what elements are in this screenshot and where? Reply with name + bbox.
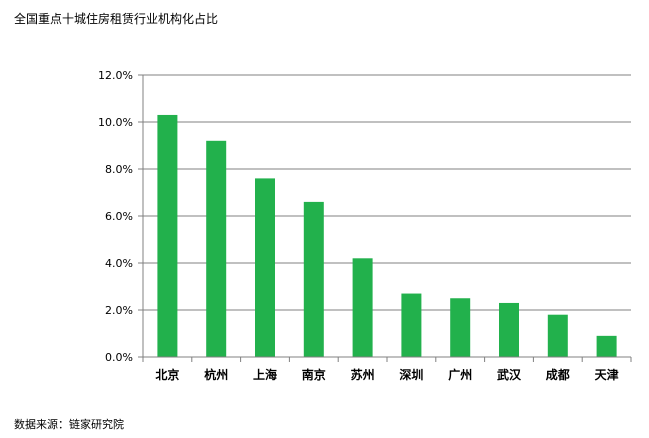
- y-tick-label: 10.0%: [98, 116, 133, 129]
- x-tick-label: 南京: [302, 367, 326, 382]
- x-tick-label: 武汉: [497, 367, 522, 382]
- bar-杭州: [206, 140, 227, 357]
- x-tick-label: 深圳: [399, 367, 423, 382]
- bar-成都: [547, 314, 568, 357]
- x-tick-label: 北京: [155, 367, 179, 382]
- x-tick-label: 成都: [546, 367, 570, 382]
- x-tick-label: 苏州: [351, 367, 375, 382]
- y-tick-label: 0.0%: [105, 351, 133, 364]
- data-source: 数据来源：链家研究院: [14, 418, 124, 431]
- bar-深圳: [401, 293, 422, 357]
- gridlines: [143, 74, 631, 311]
- x-tick-label: 广州: [448, 367, 472, 382]
- bar-上海: [255, 178, 275, 357]
- y-tick-label: 12.0%: [98, 69, 133, 82]
- x-tick-label: 杭州: [204, 367, 228, 382]
- y-axis: 0.0% 2.0% 4.0% 6.0% 8.0% 10.0% 12.0%: [98, 69, 144, 364]
- x-tick-label: 上海: [253, 367, 277, 382]
- chart-title: 全国重点十城住房租赁行业机构化占比: [14, 12, 219, 26]
- y-tick-label: 6.0%: [105, 210, 133, 223]
- bar-北京: [157, 114, 178, 357]
- bars: [157, 114, 617, 357]
- bar-苏州: [352, 258, 373, 357]
- y-tick-label: 8.0%: [105, 163, 133, 176]
- x-axis: 北京 杭州 上海 南京 苏州 深圳 广州 武汉 成都 天津: [142, 356, 632, 382]
- x-tick-label: 天津: [595, 367, 619, 382]
- bar-武汉: [499, 302, 519, 357]
- y-tick-label: 4.0%: [105, 257, 133, 270]
- y-tick-label: 2.0%: [105, 304, 133, 317]
- bar-广州: [450, 298, 471, 357]
- bar-南京: [303, 201, 324, 357]
- bar-天津: [596, 335, 617, 357]
